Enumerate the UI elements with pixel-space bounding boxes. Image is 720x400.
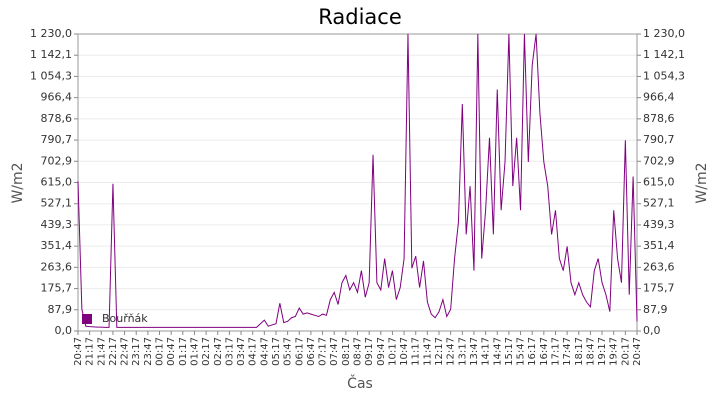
- x-tick-label: 11:47: [422, 337, 433, 366]
- x-tick-label: 18:17: [574, 337, 585, 366]
- x-axis-label: Čas: [347, 374, 373, 392]
- y2-tick-label: 1 054,3: [643, 69, 685, 82]
- x-tick-label: 02:17: [201, 337, 212, 366]
- chart-title: Radiace: [318, 5, 402, 29]
- x-tick-label: 10:17: [387, 337, 398, 366]
- x-tick-label: 13:47: [469, 337, 480, 366]
- y2-tick-label: 1 230,0: [643, 27, 685, 40]
- x-tick-label: 03:47: [236, 337, 247, 366]
- x-tick-label: 10:47: [399, 337, 410, 366]
- y2-tick-label: 702,9: [643, 154, 675, 167]
- x-tick-label: 16:47: [539, 337, 550, 366]
- x-tick-label: 09:47: [376, 337, 387, 366]
- y2-tick-label: 351,4: [643, 239, 675, 252]
- x-tick-label: 20:17: [620, 337, 631, 366]
- y-tick-label: 0,0: [55, 324, 73, 337]
- x-tick-label: 14:17: [481, 337, 492, 366]
- x-tick-label: 17:47: [562, 337, 573, 366]
- x-tick-label: 09:17: [364, 337, 375, 366]
- x-tick-label: 21:17: [85, 337, 96, 366]
- y2-tick-label: 790,7: [643, 133, 675, 146]
- x-tick-label: 07:17: [318, 337, 329, 366]
- y-tick-label: 527,1: [41, 197, 73, 210]
- x-tick-label: 15:17: [504, 337, 515, 366]
- y-tick-label: 87,9: [48, 303, 73, 316]
- legend-swatch: [82, 314, 92, 324]
- x-tick-label: 05:47: [283, 337, 294, 366]
- y2-tick-label: 439,3: [643, 218, 675, 231]
- y2-tick-label: 175,7: [643, 282, 675, 295]
- y-tick-label: 351,4: [41, 239, 73, 252]
- x-tick-label: 00:47: [166, 337, 177, 366]
- x-tick-label: 22:17: [108, 337, 119, 366]
- y-tick-label: 790,7: [41, 133, 73, 146]
- x-tick-label: 19:47: [609, 337, 620, 366]
- x-tick-label: 21:47: [96, 337, 107, 366]
- x-tick-label: 05:17: [271, 337, 282, 366]
- y2-tick-label: 1 142,1: [643, 48, 685, 61]
- x-tick-label: 08:47: [353, 337, 364, 366]
- y-tick-label: 263,6: [41, 260, 73, 273]
- x-tick-label: 12:17: [434, 337, 445, 366]
- x-tick-label: 02:47: [213, 337, 224, 366]
- y2-tick-label: 0,0: [643, 324, 661, 337]
- y-tick-label: 1 230,0: [30, 27, 72, 40]
- x-tick-label: 20:47: [73, 337, 84, 366]
- x-tick-label: 00:17: [155, 337, 166, 366]
- x-tick-label: 04:17: [248, 337, 259, 366]
- y2-tick-label: 966,4: [643, 91, 675, 104]
- x-tick-label: 06:47: [306, 337, 317, 366]
- y-tick-label: 615,0: [41, 176, 73, 189]
- x-tick-label: 07:47: [329, 337, 340, 366]
- y-tick-label: 702,9: [41, 154, 73, 167]
- data-line: [77, 33, 638, 328]
- x-tick-label: 23:17: [131, 337, 142, 366]
- x-tick-label: 13:17: [457, 337, 468, 366]
- y-tick-label: 878,6: [41, 112, 73, 125]
- x-tick-label: 16:17: [527, 337, 538, 366]
- y2-tick-label: 87,9: [643, 303, 668, 316]
- x-tick-label: 14:47: [492, 337, 503, 366]
- x-tick-label: 22:47: [120, 337, 131, 366]
- y2-tick-label: 615,0: [643, 176, 675, 189]
- x-tick-label: 01:17: [178, 337, 189, 366]
- x-tick-label: 11:17: [411, 337, 422, 366]
- y-tick-label: 966,4: [41, 91, 73, 104]
- legend-label: Bouřňák: [102, 312, 148, 325]
- y-tick-label: 439,3: [41, 218, 73, 231]
- y-tick-label: 175,7: [41, 282, 73, 295]
- x-tick-label: 06:17: [294, 337, 305, 366]
- y2-tick-label: 527,1: [643, 197, 675, 210]
- y2-tick-label: 878,6: [643, 112, 675, 125]
- x-tick-label: 20:47: [632, 337, 643, 366]
- x-tick-label: 19:17: [597, 337, 608, 366]
- x-tick-label: 12:47: [446, 337, 457, 366]
- y-tick-label: 1 142,1: [30, 48, 72, 61]
- y-axis-label: W/m2: [10, 162, 26, 203]
- x-tick-label: 23:47: [143, 337, 154, 366]
- y2-axis-label: W/m2: [694, 162, 710, 203]
- x-tick-label: 15:47: [516, 337, 527, 366]
- x-tick-label: 17:17: [550, 337, 561, 366]
- x-tick-label: 08:17: [341, 337, 352, 366]
- x-tick-label: 03:17: [224, 337, 235, 366]
- y2-tick-label: 263,6: [643, 260, 675, 273]
- x-tick-label: 01:47: [189, 337, 200, 366]
- y-tick-label: 1 054,3: [30, 69, 72, 82]
- x-tick-label: 04:47: [259, 337, 270, 366]
- x-tick-label: 18:47: [585, 337, 596, 366]
